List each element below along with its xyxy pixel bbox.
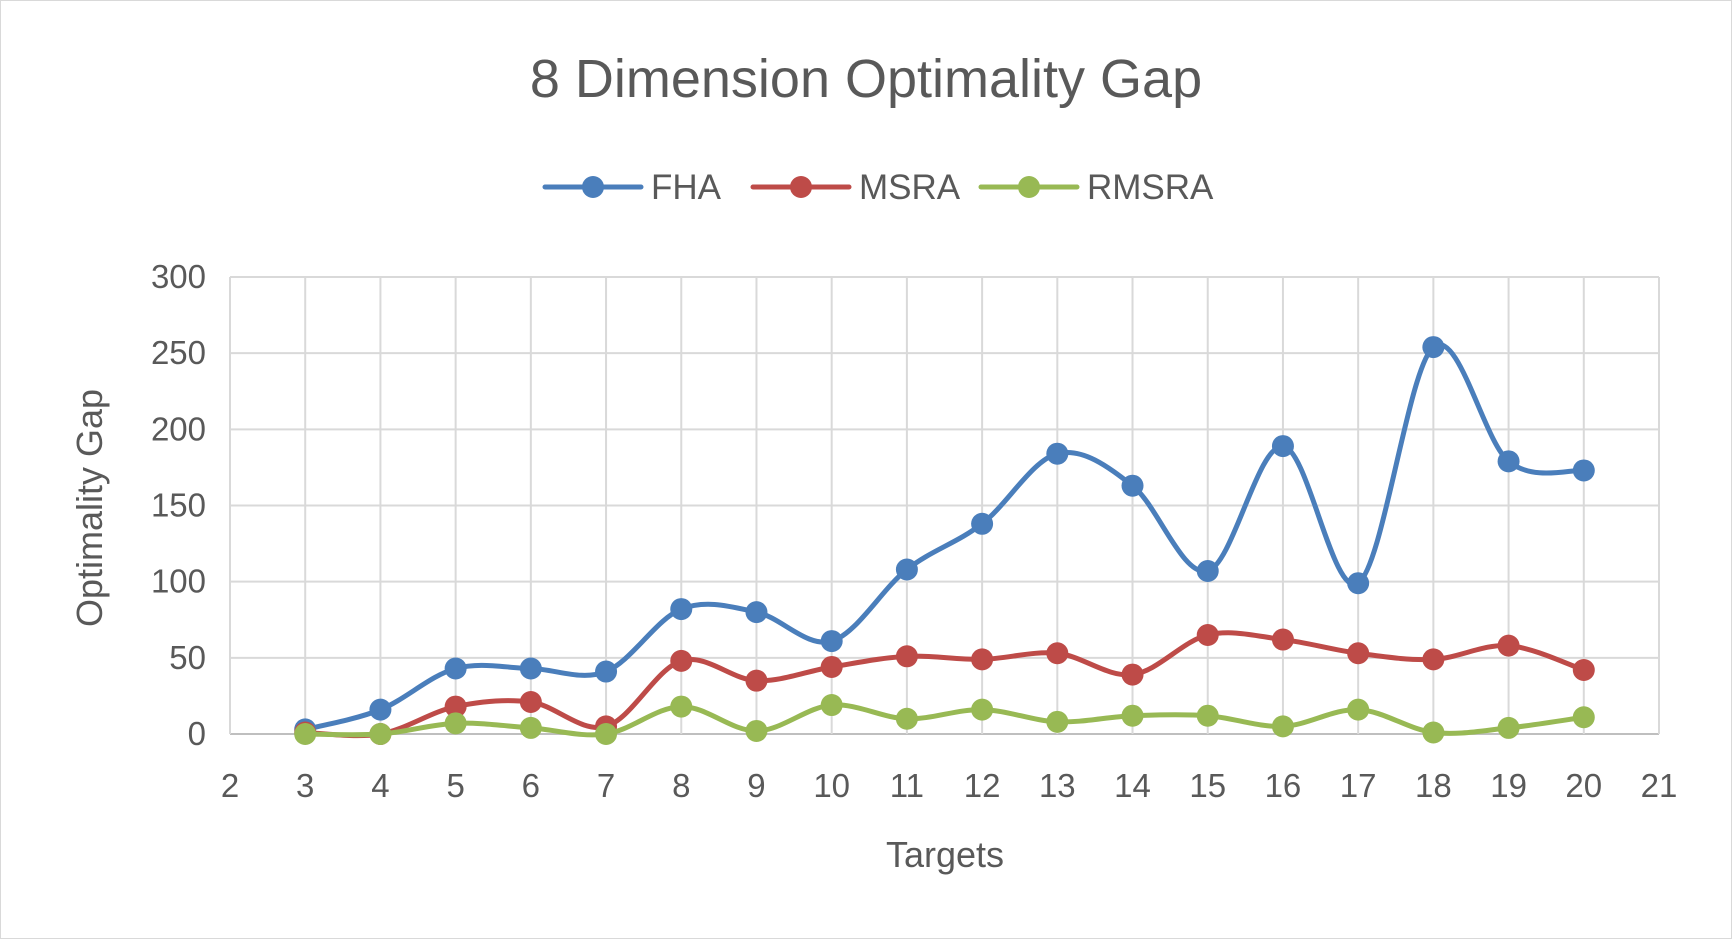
data-point-rmsra (895, 707, 918, 730)
data-point-rmsra (1422, 721, 1445, 744)
y-tick-label: 0 (188, 715, 206, 752)
data-point-msra (519, 691, 542, 714)
x-tick-label: 11 (890, 767, 924, 804)
data-point-fha (1422, 336, 1445, 359)
series-rmsra (294, 694, 1595, 745)
data-point-rmsra (1046, 710, 1069, 733)
data-point-msra (895, 645, 918, 668)
y-axis-title: Optimality Gap (69, 389, 110, 627)
data-point-msra (1196, 623, 1219, 646)
x-tick-label: 13 (1039, 767, 1076, 804)
data-point-msra (1121, 663, 1144, 686)
y-tick-label: 100 (151, 563, 206, 600)
x-tick-label: 16 (1265, 767, 1302, 804)
legend-item-msra: MSRA (750, 168, 961, 207)
data-point-rmsra (971, 698, 994, 721)
x-tick-label: 6 (522, 767, 540, 804)
data-point-fha (1347, 572, 1370, 595)
legend-label-fha: FHA (651, 168, 722, 207)
data-point-rmsra (519, 716, 542, 739)
x-tick-label: 9 (747, 767, 765, 804)
data-point-fha (595, 660, 618, 683)
data-point-rmsra (595, 723, 618, 745)
data-point-rmsra (1121, 704, 1144, 727)
x-tick-label: 17 (1340, 767, 1377, 804)
data-point-msra (745, 669, 768, 692)
x-tick-label: 18 (1415, 767, 1452, 804)
data-point-fha (820, 630, 843, 653)
data-point-msra (670, 649, 693, 672)
data-point-rmsra (294, 723, 317, 745)
data-point-fha (519, 657, 542, 680)
x-tick-label: 20 (1565, 767, 1602, 804)
x-tick-label: 3 (296, 767, 314, 804)
x-tick-label: 4 (371, 767, 389, 804)
series-layer (294, 336, 1595, 745)
data-point-rmsra (1347, 698, 1370, 721)
legend-item-rmsra: RMSRA (978, 168, 1214, 207)
y-axis-ticks: 0 50 100 150 200 250 300 (151, 258, 206, 752)
data-point-fha (1572, 459, 1595, 482)
x-tick-label: 2 (221, 767, 239, 804)
data-point-fha (1046, 442, 1069, 465)
data-point-fha (971, 512, 994, 535)
x-tick-label: 12 (964, 767, 1001, 804)
data-point-rmsra (745, 719, 768, 742)
data-point-msra (971, 648, 994, 671)
x-tick-label: 5 (446, 767, 464, 804)
y-tick-label: 300 (151, 258, 206, 295)
legend-item-fha: FHA (542, 168, 722, 207)
legend-label-msra: MSRA (859, 168, 961, 207)
y-tick-label: 250 (151, 334, 206, 371)
data-point-rmsra (1271, 715, 1294, 738)
data-point-msra (1347, 642, 1370, 665)
x-tick-label: 14 (1114, 767, 1151, 804)
y-tick-label: 200 (151, 410, 206, 447)
x-tick-label: 10 (813, 767, 850, 804)
data-point-rmsra (1572, 706, 1595, 729)
x-tick-label: 8 (672, 767, 690, 804)
legend-marker-fha (582, 176, 604, 198)
data-point-fha (1271, 435, 1294, 458)
legend-label-rmsra: RMSRA (1087, 168, 1214, 207)
legend: FHA MSRA RMSRA (542, 168, 1214, 207)
x-tick-label: 15 (1189, 767, 1226, 804)
data-point-msra (1271, 628, 1294, 651)
data-point-msra (820, 655, 843, 678)
data-point-msra (1497, 634, 1520, 657)
data-point-fha (670, 598, 693, 621)
data-point-rmsra (444, 712, 467, 735)
data-point-msra (1572, 659, 1595, 682)
data-point-rmsra (1497, 716, 1520, 739)
y-tick-label: 50 (169, 639, 206, 676)
data-point-fha (1121, 474, 1144, 497)
x-tick-label: 21 (1641, 767, 1678, 804)
series-line-fha (302, 342, 1587, 732)
data-point-fha (745, 601, 768, 624)
data-point-msra (1422, 648, 1445, 671)
data-point-fha (369, 698, 392, 721)
series-fha (294, 336, 1595, 741)
y-tick-label: 150 (151, 487, 206, 524)
data-point-rmsra (369, 723, 392, 745)
chart-title: 8 Dimension Optimality Gap (530, 49, 1202, 109)
data-point-fha (1196, 560, 1219, 583)
x-tick-label: 19 (1490, 767, 1527, 804)
legend-marker-rmsra (1018, 176, 1040, 198)
x-axis-title: Targets (886, 834, 1004, 875)
data-point-rmsra (1196, 704, 1219, 727)
x-tick-label: 7 (597, 767, 615, 804)
data-point-fha (444, 657, 467, 680)
data-point-fha (895, 558, 918, 581)
data-point-fha (1497, 450, 1520, 473)
legend-marker-msra (790, 176, 812, 198)
series-line-rmsra (302, 702, 1587, 738)
x-axis-ticks: 2 3 4 5 6 7 8 9 10 11 12 13 14 15 16 17 18 19 20 21 (221, 767, 1678, 804)
data-point-msra (1046, 642, 1069, 665)
data-point-msra (444, 695, 467, 718)
data-point-rmsra (820, 694, 843, 717)
data-point-rmsra (670, 695, 693, 718)
